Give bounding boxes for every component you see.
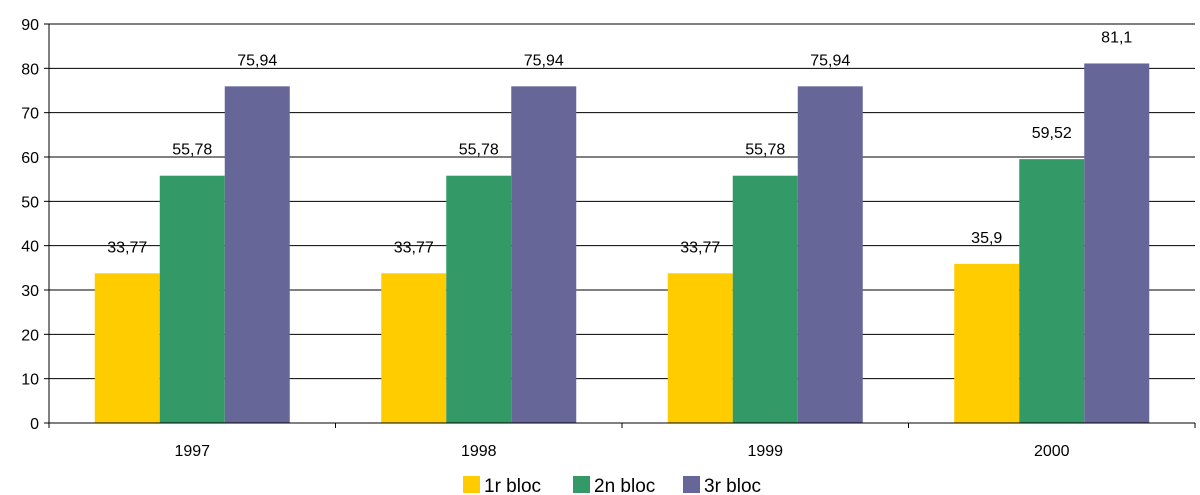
legend-label-1: 1r bloc [484, 476, 541, 495]
bar-2-1998 [446, 175, 512, 423]
bar-2-2000 [1019, 159, 1085, 424]
bar-1-1998 [381, 273, 447, 423]
y-tick-label: 20 [21, 327, 39, 344]
bar-3-1997 [224, 86, 290, 423]
bar-3-1998 [511, 86, 577, 423]
y-tick-label: 50 [21, 194, 39, 211]
legend-label-3: 3r bloc [704, 476, 761, 495]
legend-swatch-3 [683, 476, 700, 493]
x-tick-label: 1997 [174, 443, 210, 460]
y-axis-ticks: 0 10 20 30 40 50 60 70 80 90 [21, 17, 49, 433]
x-axis-ticks: 1997 1998 1999 2000 [48, 423, 1196, 460]
x-tick-label: 1998 [461, 443, 497, 460]
bar-1-2000 [954, 263, 1020, 423]
data-label-3-1999: 75,94 [810, 52, 850, 69]
y-tick-label: 40 [21, 239, 39, 256]
data-labels: 33,77 55,78 75,94 33,77 55,78 75,94 33,77 55,78… [107, 29, 1132, 256]
data-label-1-1997: 33,77 [107, 239, 147, 256]
bar-2-1999 [732, 175, 798, 423]
bar-1-1999 [667, 273, 733, 423]
bars [94, 63, 1150, 424]
data-label-3-1997: 75,94 [237, 52, 277, 69]
data-label-2-1998: 55,78 [459, 142, 499, 159]
legend-label-2: 2n bloc [594, 476, 655, 495]
data-label-1-1999: 33,77 [680, 239, 720, 256]
y-tick-label: 60 [21, 150, 39, 167]
y-tick-label: 30 [21, 283, 39, 300]
y-tick-label: 10 [21, 372, 39, 389]
x-tick-label: 2000 [1034, 443, 1070, 460]
y-tick-label: 90 [21, 17, 39, 34]
data-label-3-2000: 81,1 [1101, 29, 1132, 46]
bar-3-1999 [797, 86, 863, 423]
legend-swatch-2 [573, 476, 590, 493]
data-label-2-1999: 55,78 [745, 142, 785, 159]
data-label-1-2000: 35,9 [971, 230, 1002, 247]
y-tick-label: 0 [30, 416, 39, 433]
y-tick-label: 80 [21, 61, 39, 78]
legend-swatch-1 [463, 476, 480, 493]
data-label-3-1998: 75,94 [524, 52, 564, 69]
bar-2-1997 [159, 175, 225, 423]
legend: 1r bloc 2n bloc 3r bloc [463, 476, 761, 495]
data-label-1-1998: 33,77 [394, 239, 434, 256]
data-label-2-2000: 59,52 [1032, 125, 1072, 142]
y-tick-label: 70 [21, 106, 39, 123]
data-label-2-1997: 55,78 [172, 142, 212, 159]
bar-3-2000 [1084, 63, 1150, 423]
bar-1-1997 [94, 273, 160, 423]
x-tick-label: 1999 [747, 443, 783, 460]
